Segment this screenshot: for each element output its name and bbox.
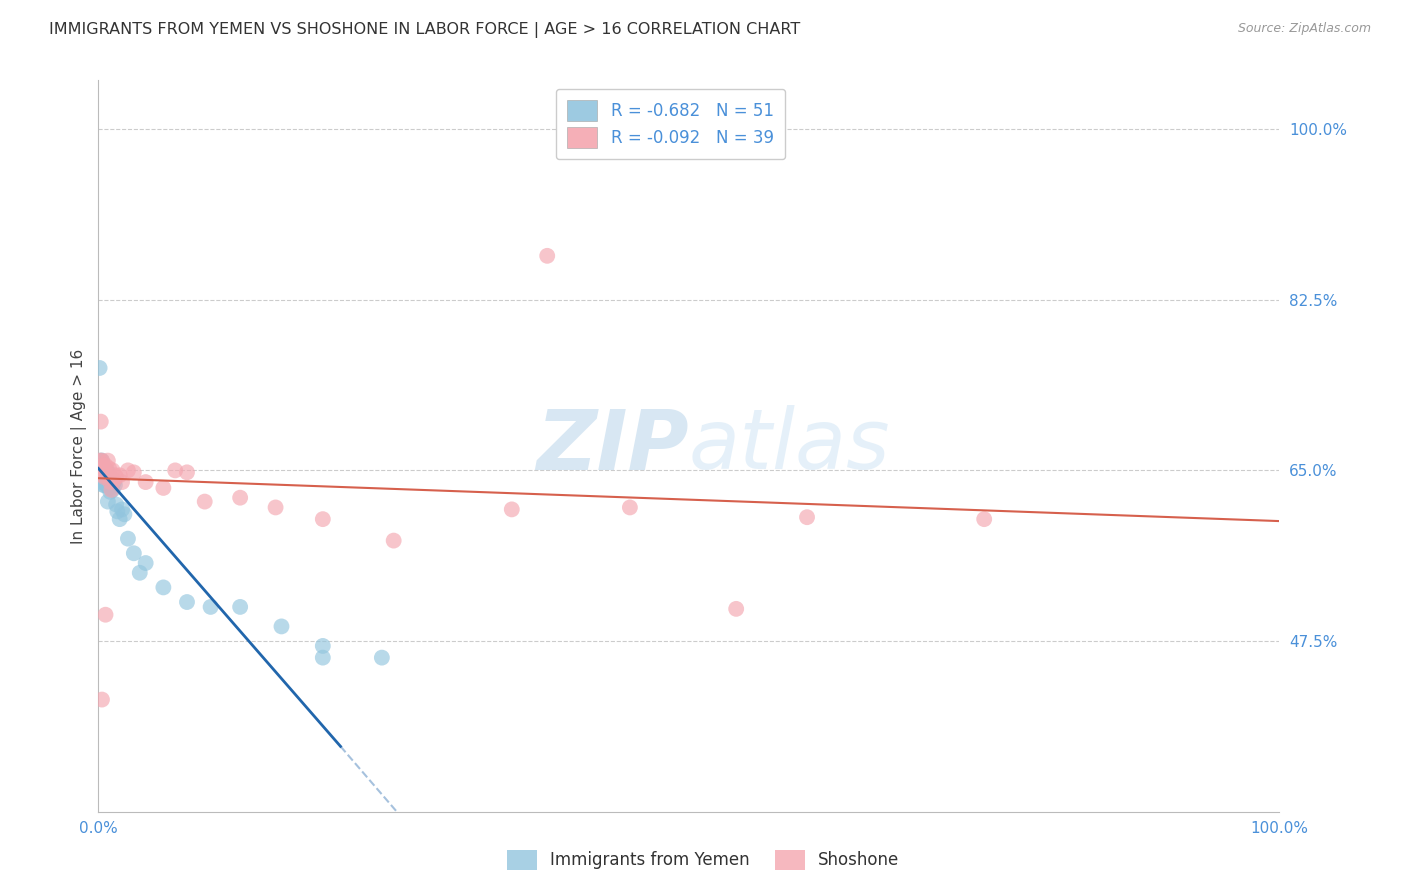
Point — [501, 502, 523, 516]
Point — [91, 468, 114, 483]
Point — [122, 466, 145, 480]
Y-axis label: In Labor Force | Age > 16: In Labor Force | Age > 16 — [72, 349, 87, 543]
Point — [96, 478, 118, 492]
Text: ZIP: ZIP — [536, 406, 689, 486]
Point — [103, 473, 125, 487]
Text: IMMIGRANTS FROM YEMEN VS SHOSHONE IN LABOR FORCE | AGE > 16 CORRELATION CHART: IMMIGRANTS FROM YEMEN VS SHOSHONE IN LAB… — [49, 22, 800, 38]
Point — [117, 463, 139, 477]
Point — [93, 470, 115, 484]
Point — [93, 478, 115, 492]
Point — [725, 602, 748, 616]
Point — [371, 650, 394, 665]
Point — [135, 475, 157, 489]
Point — [91, 692, 114, 706]
Point — [91, 468, 114, 483]
Point — [229, 491, 252, 505]
Point — [312, 512, 335, 526]
Legend: Immigrants from Yemen, Shoshone: Immigrants from Yemen, Shoshone — [501, 843, 905, 877]
Point — [117, 532, 139, 546]
Point — [796, 510, 818, 524]
Point — [176, 595, 198, 609]
Point — [94, 607, 117, 622]
Point — [98, 481, 121, 495]
Point — [103, 475, 125, 489]
Point — [973, 512, 995, 526]
Point — [93, 475, 115, 489]
Point — [91, 463, 114, 477]
Point — [94, 466, 117, 480]
Point — [270, 619, 292, 633]
Point — [101, 483, 124, 497]
Point — [108, 512, 131, 526]
Point — [96, 471, 118, 485]
Point — [264, 500, 287, 515]
Point — [104, 468, 127, 483]
Point — [97, 475, 120, 489]
Point — [91, 468, 114, 483]
Point — [536, 249, 558, 263]
Point — [96, 463, 118, 477]
Point — [165, 463, 187, 477]
Point — [90, 453, 112, 467]
Point — [93, 463, 115, 477]
Point — [91, 453, 114, 467]
Point — [91, 453, 114, 467]
Point — [97, 466, 120, 480]
Point — [94, 475, 117, 489]
Point — [90, 458, 112, 473]
Point — [94, 471, 117, 485]
Point — [91, 463, 114, 477]
Point — [312, 639, 335, 653]
Point — [98, 471, 121, 485]
Text: Source: ZipAtlas.com: Source: ZipAtlas.com — [1237, 22, 1371, 36]
Point — [98, 475, 121, 489]
Point — [105, 504, 128, 518]
Point — [103, 475, 125, 489]
Point — [100, 483, 122, 497]
Text: atlas: atlas — [689, 406, 890, 486]
Point — [152, 481, 174, 495]
Point — [98, 475, 121, 489]
Point — [105, 498, 128, 512]
Point — [98, 461, 121, 475]
Point — [152, 581, 174, 595]
Point — [619, 500, 641, 515]
Point — [111, 475, 134, 489]
Point — [112, 508, 135, 522]
Point — [93, 473, 115, 487]
Point — [97, 453, 120, 467]
Point — [105, 470, 128, 484]
Point — [93, 468, 115, 483]
Point — [128, 566, 150, 580]
Point — [91, 458, 114, 473]
Point — [100, 471, 122, 485]
Point — [122, 546, 145, 560]
Point — [100, 481, 122, 495]
Point — [312, 650, 335, 665]
Point — [104, 478, 127, 492]
Point — [97, 494, 120, 508]
Point — [194, 494, 217, 508]
Point — [382, 533, 405, 548]
Point — [176, 466, 198, 480]
Point — [98, 484, 121, 499]
Point — [91, 463, 114, 477]
Point — [101, 463, 124, 477]
Point — [90, 415, 112, 429]
Point — [229, 599, 252, 614]
Legend: R = -0.682   N = 51, R = -0.092   N = 39: R = -0.682 N = 51, R = -0.092 N = 39 — [555, 88, 785, 160]
Point — [91, 475, 114, 489]
Point — [94, 458, 117, 473]
Point — [94, 466, 117, 480]
Point — [135, 556, 157, 570]
Point — [91, 478, 114, 492]
Point — [93, 463, 115, 477]
Point — [89, 453, 111, 467]
Point — [89, 361, 111, 376]
Point — [200, 599, 222, 614]
Point — [111, 502, 134, 516]
Point — [108, 468, 131, 483]
